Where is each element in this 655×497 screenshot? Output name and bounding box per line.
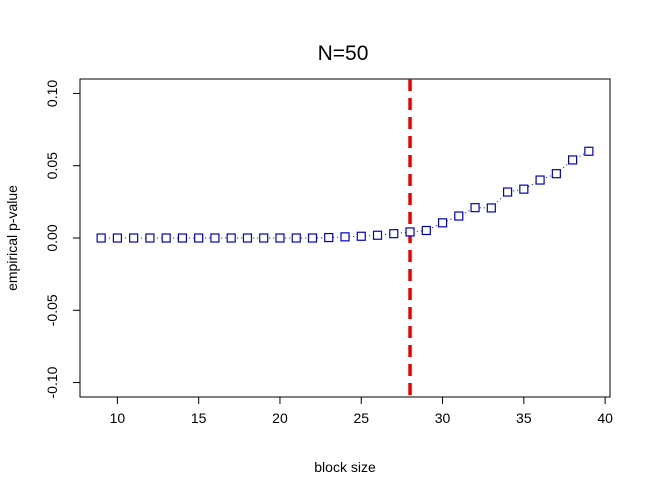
data-point <box>194 233 204 243</box>
data-point <box>502 187 513 197</box>
y-tick-label: 0.05 <box>44 152 60 179</box>
data-point <box>242 233 253 243</box>
data-point <box>324 232 334 243</box>
y-tick-label: -0.10 <box>44 366 60 398</box>
data-point <box>112 233 122 243</box>
series-connector <box>101 150 590 239</box>
data-point <box>470 203 480 213</box>
data-point <box>210 233 220 243</box>
x-tick-label: 40 <box>597 410 613 426</box>
data-point <box>454 211 464 221</box>
data-point <box>584 146 594 156</box>
y-tick-label: 0.00 <box>44 224 60 251</box>
x-axis: 10 15 20 25 30 35 40 <box>110 397 613 426</box>
series-line <box>101 150 590 239</box>
data-point <box>437 218 448 228</box>
x-tick-label: 25 <box>353 410 369 426</box>
y-axis: -0.10 -0.05 0.00 0.05 0.10 <box>44 80 80 399</box>
data-point <box>535 175 545 185</box>
data-point <box>486 203 496 213</box>
data-point <box>421 225 431 236</box>
data-point <box>340 232 350 242</box>
data-point <box>291 233 301 243</box>
x-tick-label: 35 <box>516 410 532 426</box>
x-tick-label: 15 <box>191 410 207 426</box>
data-point <box>161 233 171 243</box>
x-tick-label: 10 <box>110 410 126 426</box>
x-tick-label: 30 <box>435 410 451 426</box>
y-tick-label: -0.05 <box>44 294 60 326</box>
data-point <box>389 229 399 239</box>
data-point <box>129 233 139 243</box>
data-point <box>551 169 561 179</box>
data-point <box>405 227 415 237</box>
data-point <box>226 233 236 243</box>
data-point <box>519 184 529 194</box>
data-point <box>568 155 578 165</box>
data-point <box>177 233 188 243</box>
data-point <box>259 233 269 243</box>
data-point <box>356 231 366 241</box>
x-tick-label: 20 <box>272 410 288 426</box>
data-point <box>307 233 318 243</box>
y-axis-label: empirical p-value <box>4 185 20 291</box>
data-point <box>96 233 106 243</box>
x-axis-label: block size <box>314 459 376 475</box>
data-point <box>372 230 383 240</box>
chart-title: N=50 <box>318 42 369 65</box>
data-point <box>145 233 155 243</box>
y-tick-label: 0.10 <box>44 80 60 107</box>
data-points <box>96 146 594 243</box>
data-point <box>275 233 285 243</box>
